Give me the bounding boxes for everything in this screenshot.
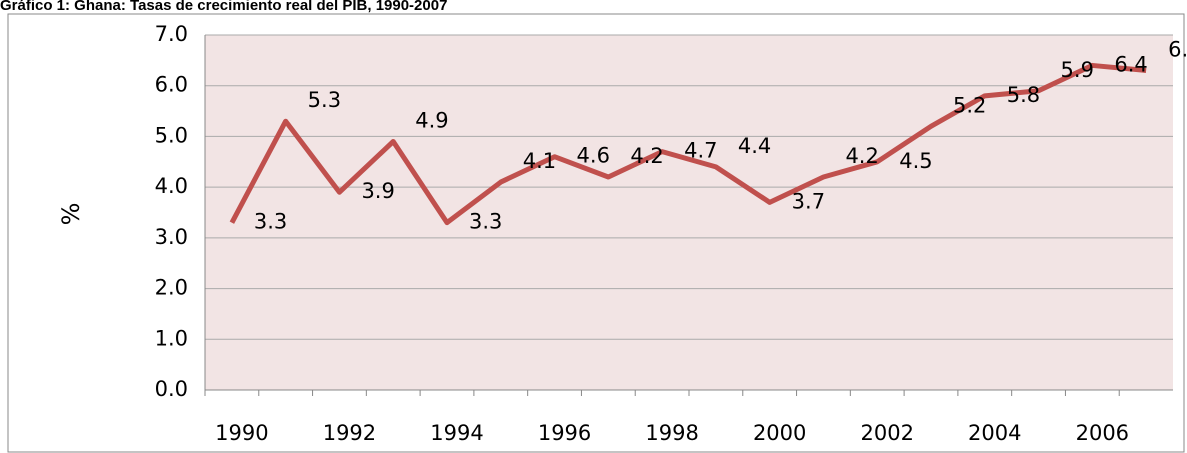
data-label: 4.1 (523, 149, 556, 173)
y-tick-label: 4.0 (155, 174, 188, 198)
y-tick-label: 0.0 (155, 377, 188, 401)
data-label: 4.6 (577, 144, 610, 168)
data-label: 5.8 (1007, 83, 1040, 107)
data-label: 4.7 (684, 139, 717, 163)
data-label: 3.3 (254, 210, 287, 234)
data-label: 4.4 (738, 134, 771, 158)
data-label: 6.3 (1168, 38, 1187, 62)
data-label: 4.9 (415, 109, 448, 133)
y-tick-label: 1.0 (155, 326, 188, 350)
x-tick-label: 2006 (1076, 421, 1129, 445)
y-axis-label: % (57, 203, 85, 226)
x-tick-label: 1990 (215, 421, 268, 445)
x-tick-label: 2004 (968, 421, 1021, 445)
y-tick-label: 5.0 (155, 123, 188, 147)
data-label: 4.2 (630, 144, 663, 168)
data-label: 4.2 (845, 144, 878, 168)
data-label: 3.9 (361, 179, 394, 203)
data-label: 3.3 (469, 210, 502, 234)
x-tick-label: 1998 (645, 421, 698, 445)
data-label: 3.7 (792, 189, 825, 213)
data-label: 5.9 (1061, 58, 1094, 82)
y-tick-label: 3.0 (155, 225, 188, 249)
data-line (229, 62, 1147, 226)
x-tick-label: 1996 (538, 421, 591, 445)
x-tick-label: 1994 (430, 421, 483, 445)
chart-title: Gráfico 1: Ghana: Tasas de crecimiento r… (0, 0, 447, 14)
y-tick-label: 2.0 (155, 276, 188, 300)
y-tick-label: 6.0 (155, 73, 188, 97)
data-label: 5.2 (953, 93, 986, 117)
data-label: 6.4 (1114, 52, 1147, 76)
x-tick-label: 2002 (860, 421, 913, 445)
x-tick-label: 2000 (753, 421, 806, 445)
y-tick-label: 7.0 (155, 22, 188, 46)
data-label: 5.3 (308, 88, 341, 112)
data-label: 4.5 (899, 149, 932, 173)
x-tick-label: 1992 (323, 421, 376, 445)
